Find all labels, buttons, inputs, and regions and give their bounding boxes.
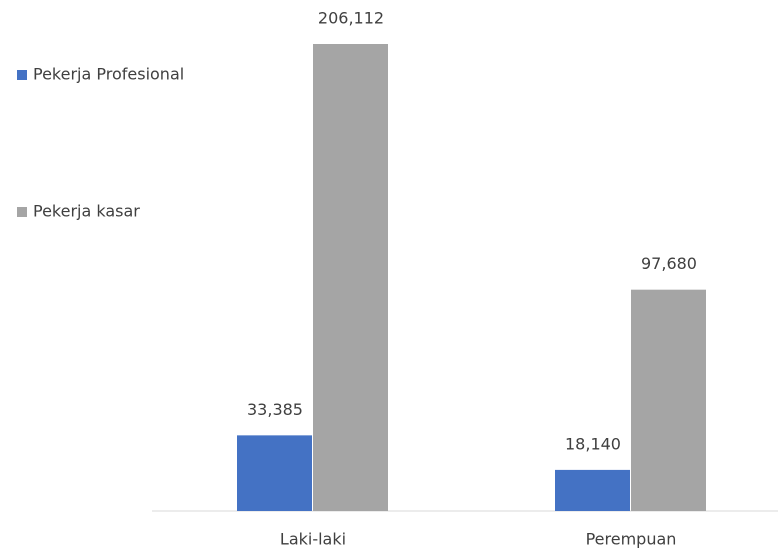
- legend-swatch: [17, 207, 27, 217]
- data-label: 97,680: [641, 254, 697, 273]
- legend-swatch: [17, 70, 27, 80]
- bar: [631, 289, 706, 511]
- x-tick-label: Laki-laki: [280, 530, 346, 549]
- data-label: 33,385: [247, 400, 303, 419]
- legend-label: Pekerja kasar: [33, 202, 140, 221]
- bar: [313, 44, 388, 511]
- legend-label: Pekerja Profesional: [33, 65, 184, 84]
- bar: [237, 435, 312, 511]
- bar: [555, 469, 630, 511]
- data-label: 18,140: [565, 434, 621, 453]
- data-label: 206,112: [318, 9, 384, 28]
- x-tick-label: Perempuan: [586, 530, 677, 549]
